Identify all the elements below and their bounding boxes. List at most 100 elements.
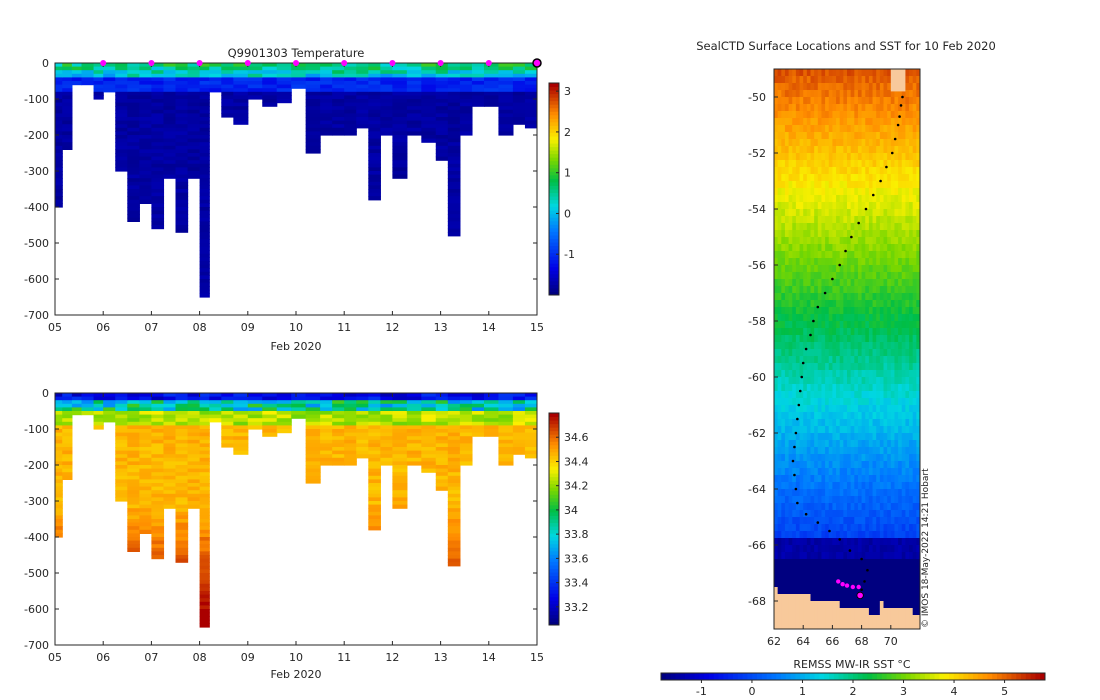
- sst-cell: [839, 328, 844, 336]
- sst-cell: [799, 300, 804, 308]
- section-cell: [115, 403, 128, 408]
- section-cell: [447, 138, 461, 143]
- sst-cell: [803, 286, 808, 294]
- sst-cell: [905, 454, 910, 462]
- sst-cell: [850, 286, 855, 294]
- sst-cell: [836, 251, 841, 259]
- section-cell: [163, 465, 177, 470]
- sst-cell: [861, 503, 866, 511]
- section-cell: [483, 400, 500, 405]
- sst-cell: [836, 440, 841, 448]
- sst-cell: [817, 370, 822, 378]
- section-cell: [163, 88, 177, 93]
- sst-cell: [843, 398, 848, 406]
- sst-cell: [836, 174, 841, 182]
- section-cell: [483, 407, 500, 412]
- sst-cell: [825, 503, 830, 511]
- section-cell: [421, 400, 437, 405]
- sst-cell: [905, 69, 910, 77]
- colorbar-step: [549, 466, 559, 471]
- sst-cell: [850, 475, 855, 483]
- sst-cell: [898, 307, 903, 315]
- sst-cell: [857, 146, 863, 154]
- section-cell: [175, 214, 189, 219]
- sst-cell: [898, 230, 903, 238]
- sst-cell: [825, 265, 830, 273]
- sst-cell: [865, 230, 870, 238]
- section-cell: [344, 436, 357, 441]
- sst-cell: [868, 265, 874, 273]
- sst-cell: [795, 97, 801, 105]
- sst-cell: [905, 384, 910, 392]
- section-cell: [71, 63, 83, 68]
- section-cell: [233, 447, 249, 452]
- sst-cell: [821, 258, 826, 266]
- sst-cell: [890, 461, 895, 469]
- section-cell: [127, 120, 140, 125]
- section-cell: [151, 127, 165, 132]
- sst-row: [774, 468, 920, 476]
- section-cell: [406, 457, 422, 462]
- section-cell: [471, 393, 485, 398]
- sst-cell: [821, 104, 826, 112]
- colorbar-step: [549, 220, 559, 225]
- section-cell: [55, 196, 63, 201]
- sst-cell: [777, 468, 782, 476]
- sst-cell: [825, 454, 830, 462]
- section-cell: [233, 120, 249, 125]
- section-cell: [175, 117, 189, 122]
- sst-cell: [828, 356, 833, 364]
- section-cell: [247, 411, 263, 416]
- sst-cell: [817, 503, 822, 511]
- sst-cell: [792, 482, 797, 490]
- section-cell: [187, 411, 201, 416]
- sst-cell: [792, 188, 797, 196]
- sst-cell: [817, 391, 822, 399]
- sst-cell: [894, 440, 899, 448]
- section-cell: [55, 479, 63, 484]
- sst-cell: [887, 195, 892, 203]
- section-cell: [139, 73, 152, 78]
- sst-cell: [883, 475, 888, 483]
- sst-cell: [774, 377, 779, 385]
- sst-cell: [912, 216, 917, 224]
- sst-cell: [857, 237, 863, 245]
- section-cell: [62, 120, 73, 125]
- section-cell: [139, 483, 152, 488]
- section-cell: [332, 84, 345, 89]
- section-cell: [199, 411, 210, 416]
- section-cell: [175, 468, 189, 473]
- section-cell: [233, 73, 249, 78]
- sst-cell: [784, 202, 790, 210]
- sst-cell: [876, 482, 881, 490]
- sst-cell: [774, 517, 779, 525]
- sst-cell: [854, 244, 859, 252]
- section-cell: [199, 547, 210, 552]
- sst-row: [774, 293, 920, 301]
- sst-cell: [916, 468, 920, 476]
- colorbar-step: [549, 160, 559, 165]
- section-cell: [199, 486, 210, 491]
- section-cell: [368, 522, 381, 527]
- section-cell: [524, 418, 537, 423]
- sst-cell: [803, 503, 808, 511]
- sst-cell: [803, 195, 808, 203]
- sst-cell: [847, 447, 852, 455]
- section-cell: [62, 145, 73, 150]
- section-cell: [524, 109, 537, 114]
- sst-cell: [777, 244, 782, 252]
- sst-cell: [865, 181, 870, 189]
- sst-cell: [836, 517, 841, 525]
- section-cell: [139, 490, 152, 495]
- sst-cell: [905, 328, 910, 336]
- sst-cell: [850, 167, 855, 175]
- sst-cell: [792, 258, 797, 266]
- sst-cell: [781, 503, 786, 511]
- sst-cell: [806, 433, 811, 441]
- section-cell: [175, 501, 189, 506]
- sst-cell: [788, 237, 793, 245]
- sst-cell: [814, 216, 819, 224]
- y-tick-label: -200: [24, 459, 49, 472]
- colorbar-step: [549, 213, 559, 218]
- sst-row: [774, 146, 920, 154]
